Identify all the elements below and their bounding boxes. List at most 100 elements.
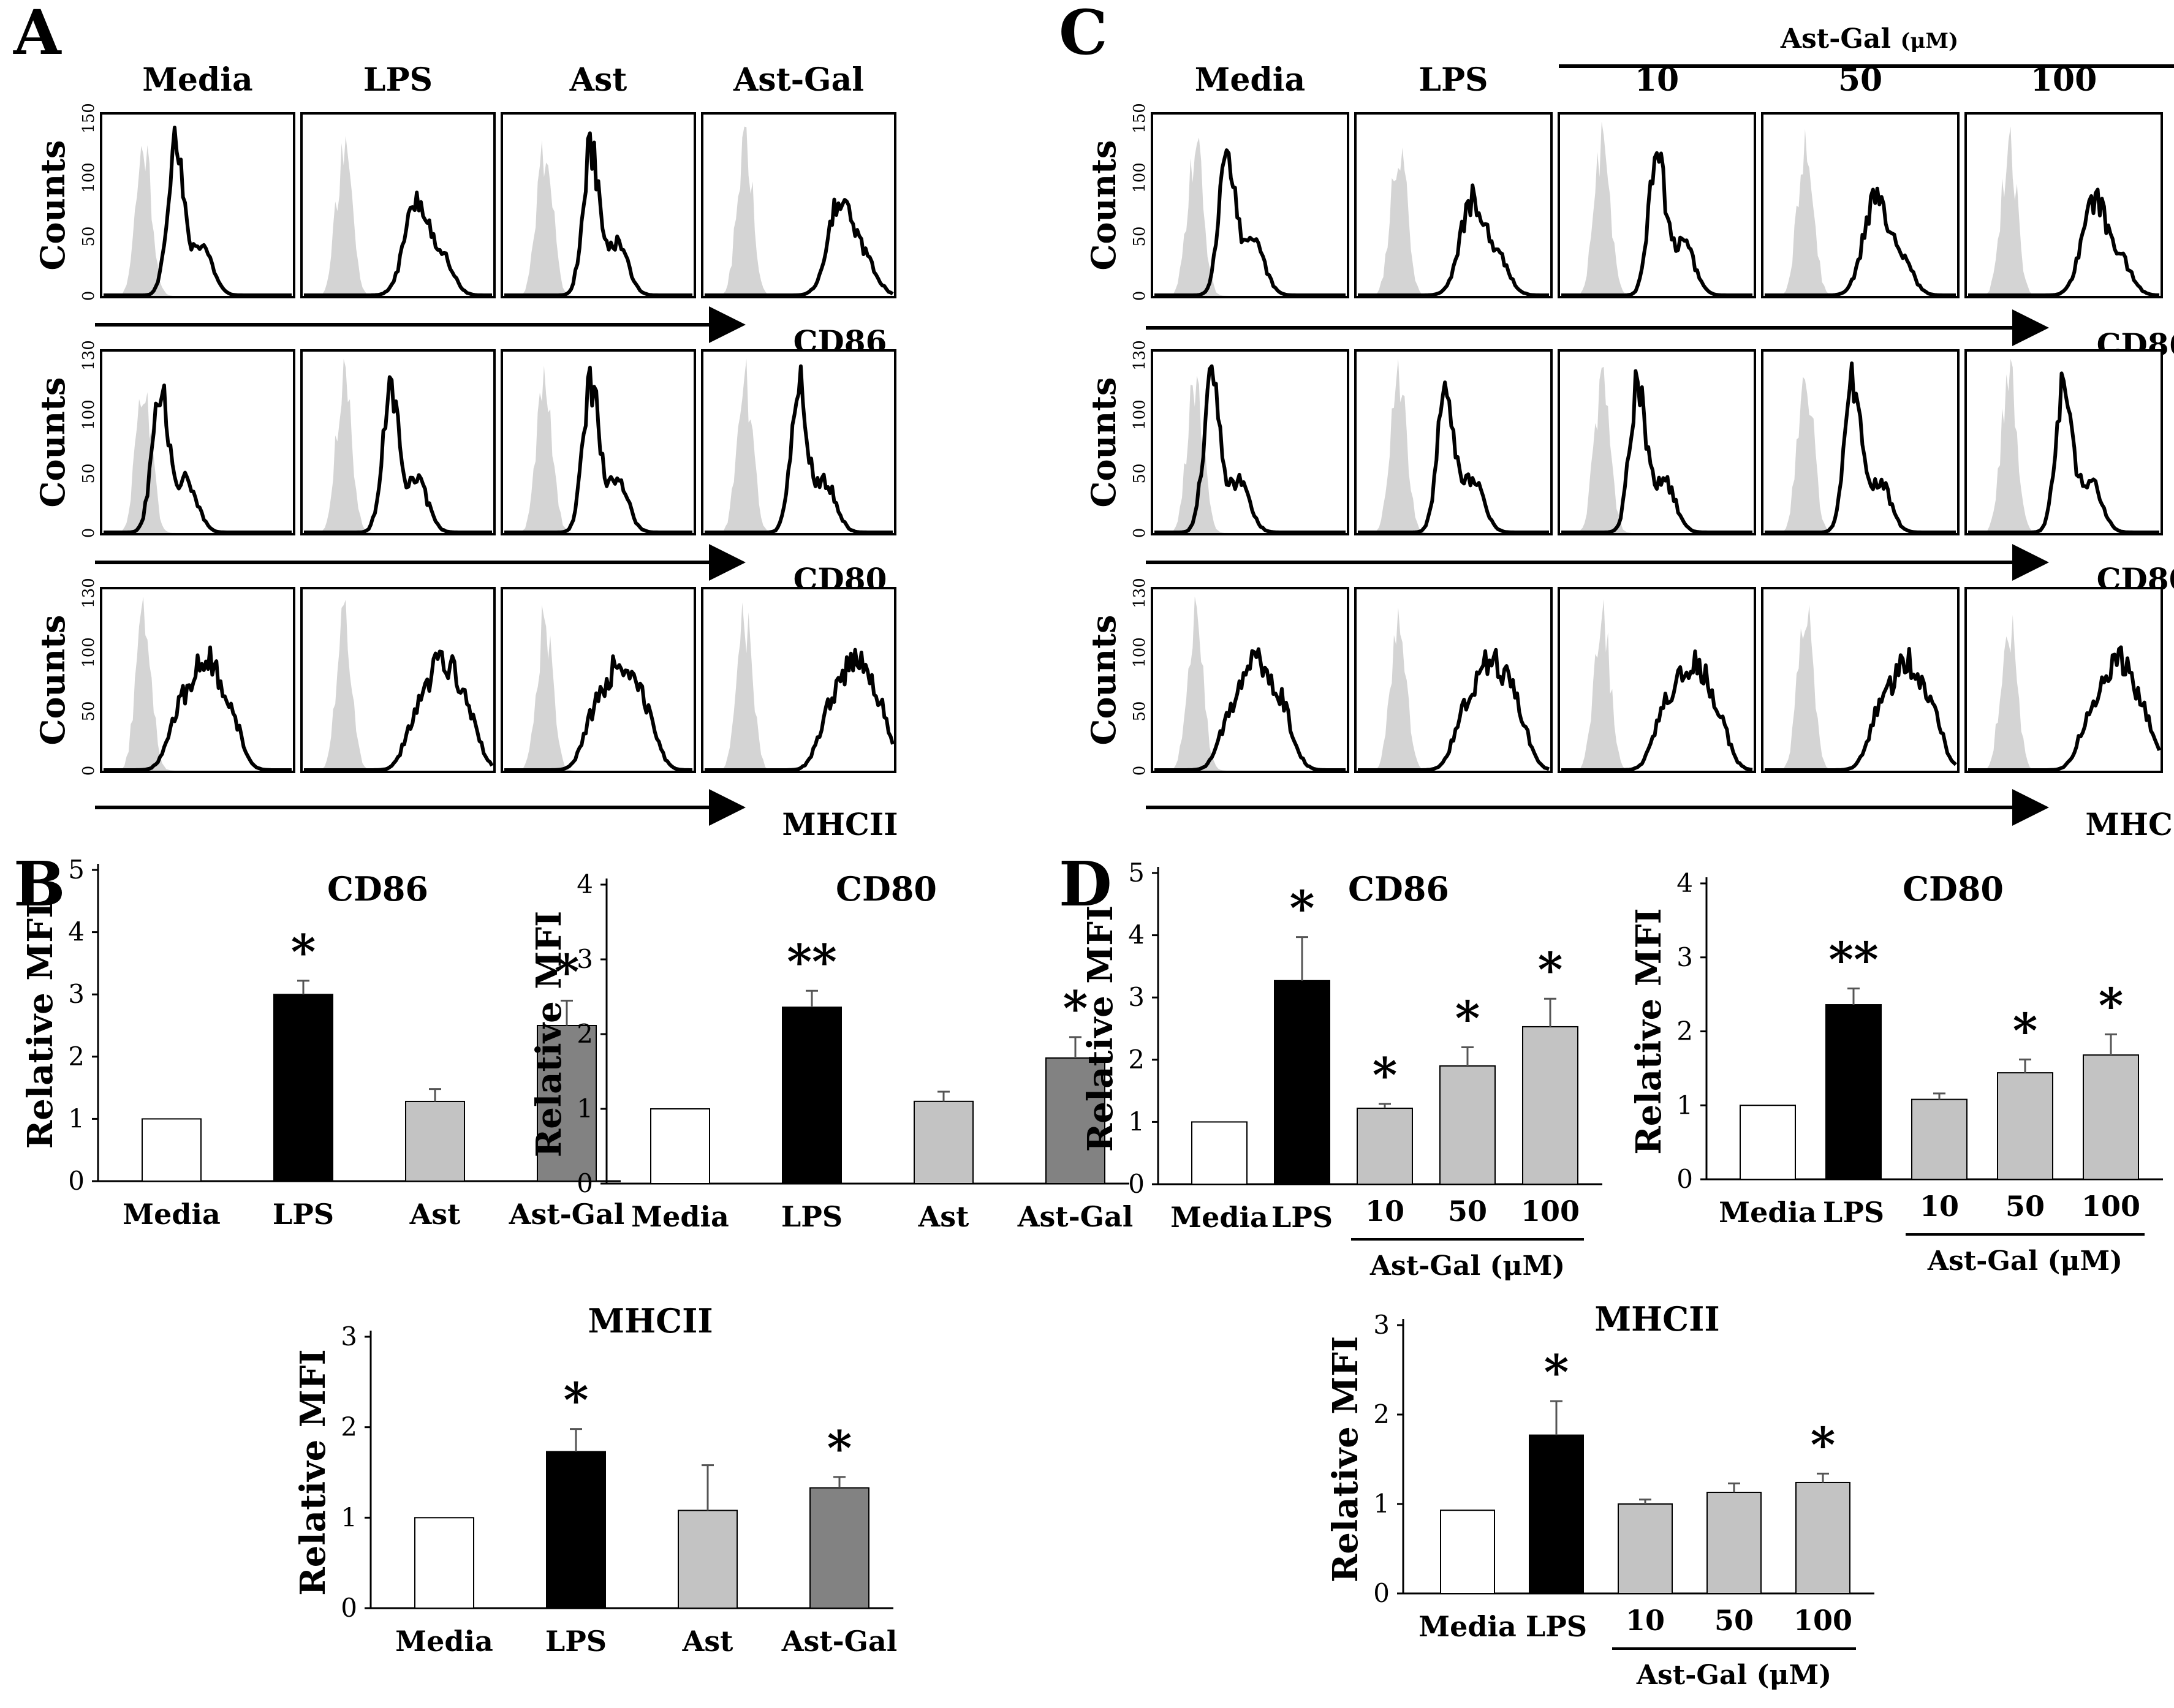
bar — [1191, 1121, 1248, 1185]
bar-chart: 0 1 2 3 4 Relative MFI CD80 Media ** LPS Ast * Ast-G… — [529, 869, 1133, 1233]
y-tick-label: 100 — [80, 637, 98, 668]
control-histogram — [104, 145, 292, 296]
chart-title: CD86 — [327, 869, 428, 909]
sample-histogram — [1765, 186, 1956, 297]
significance-marker: * — [1455, 991, 1480, 1046]
sample-histogram — [1968, 645, 2161, 772]
y-axis-label: Relative MFI — [529, 911, 569, 1157]
bar — [2083, 1054, 2139, 1181]
y-tick-label: 2 — [341, 1412, 357, 1442]
category-label: Media — [1170, 1201, 1268, 1234]
significance-marker: ** — [787, 934, 837, 990]
group-unit: (μM) — [1757, 1660, 1832, 1691]
control-histogram — [1358, 148, 1549, 296]
y-tick-label: 4 — [577, 869, 593, 899]
category-label: LPS — [1271, 1201, 1333, 1234]
y-tick-label: 0 — [1128, 1169, 1145, 1199]
sample-histogram — [504, 131, 692, 297]
sample-histogram — [1358, 380, 1549, 534]
category-label: Ast — [409, 1198, 461, 1231]
category-label: 10 — [1365, 1195, 1404, 1228]
control-histogram — [1154, 596, 1346, 771]
y-axis-label: Counts — [1084, 140, 1123, 271]
marker-label: MHCII — [782, 806, 898, 842]
sample-histogram — [504, 366, 692, 534]
bar — [1274, 980, 1330, 1185]
y-tick-label: 5 — [68, 855, 85, 885]
significance-marker: * — [1544, 1345, 1569, 1400]
control-histogram — [1154, 137, 1346, 297]
bar — [1997, 1072, 2053, 1180]
bar — [1357, 1108, 1413, 1185]
y-tick-label: 50 — [80, 701, 98, 721]
sample-histogram — [304, 191, 493, 297]
group-name: Ast-Gal — [1927, 1245, 2048, 1277]
sample-histogram — [1358, 648, 1550, 772]
control-histogram — [1765, 377, 1956, 533]
significance-marker: * — [1290, 881, 1315, 937]
sample-histogram — [104, 126, 292, 297]
bar — [1439, 1065, 1496, 1185]
category-label: 100 — [1793, 1604, 1852, 1637]
y-tick-label: 4 — [68, 917, 85, 947]
y-tick-label: 0 — [341, 1593, 357, 1623]
bar — [1618, 1503, 1673, 1594]
significance-marker: * — [827, 1421, 852, 1476]
category-label: Media — [631, 1200, 729, 1233]
control-histogram — [1358, 607, 1549, 771]
y-tick-label: 100 — [80, 399, 98, 430]
sample-histogram — [304, 649, 494, 772]
category-label: 100 — [2081, 1190, 2140, 1223]
group-name: Ast-Gal — [1369, 1250, 1490, 1282]
group-unit: (μM) — [1900, 29, 1958, 53]
sample-histogram — [705, 364, 893, 534]
y-axis-label: Counts — [33, 140, 72, 271]
category-label: Ast — [918, 1200, 970, 1233]
sample-histogram — [1154, 647, 1346, 772]
y-tick-label: 2 — [1373, 1399, 1390, 1429]
category-label: 50 — [1448, 1195, 1487, 1228]
significance-marker: ** — [1828, 932, 1879, 988]
chart-title: CD80 — [1903, 869, 2004, 909]
bar — [1440, 1510, 1495, 1594]
category-label: LPS — [1526, 1610, 1587, 1643]
group-label: Ast-Gal (μM) — [1780, 23, 1958, 55]
control-histogram — [504, 140, 692, 296]
group-unit: (μM) — [2048, 1245, 2123, 1277]
bar — [546, 1451, 606, 1609]
category-label: 50 — [2005, 1190, 2045, 1223]
y-tick-label: 100 — [1131, 637, 1149, 668]
y-axis-label: Relative MFI — [1080, 905, 1121, 1152]
control-histogram — [705, 602, 893, 771]
control-histogram — [1154, 376, 1346, 533]
y-tick-label: 130 — [1131, 578, 1149, 608]
significance-marker: * — [291, 924, 316, 980]
control-histogram — [1968, 614, 2159, 771]
bar-chart: 0 1 2 3 Relative MFI MHCII Media * LPS Ast * Ast-Ga… — [293, 1301, 897, 1658]
panel-label-d: D — [1059, 848, 1112, 920]
control-histogram — [1968, 358, 2159, 533]
bar — [1706, 1492, 1762, 1595]
y-axis-label: Counts — [1084, 615, 1123, 746]
control-histogram — [1358, 358, 1549, 533]
column-header: LPS — [363, 61, 433, 99]
y-tick-label: 130 — [80, 578, 98, 608]
y-tick-label: 0 — [1676, 1164, 1693, 1194]
chart-title: CD80 — [836, 869, 937, 909]
y-tick-label: 50 — [1131, 701, 1149, 721]
y-tick-label: 1 — [68, 1103, 85, 1133]
category-label: LPS — [1823, 1196, 1884, 1229]
bar — [273, 994, 333, 1182]
significance-marker: * — [1063, 981, 1088, 1037]
y-tick-label: 2 — [1676, 1016, 1693, 1046]
y-tick-label: 3 — [577, 944, 593, 974]
sample-histogram — [1765, 361, 1956, 534]
y-tick-label: 0 — [1373, 1578, 1390, 1608]
control-histogram — [705, 126, 893, 297]
significance-marker: * — [2013, 1003, 2038, 1059]
bar — [1522, 1026, 1578, 1185]
category-label: LPS — [273, 1198, 334, 1231]
